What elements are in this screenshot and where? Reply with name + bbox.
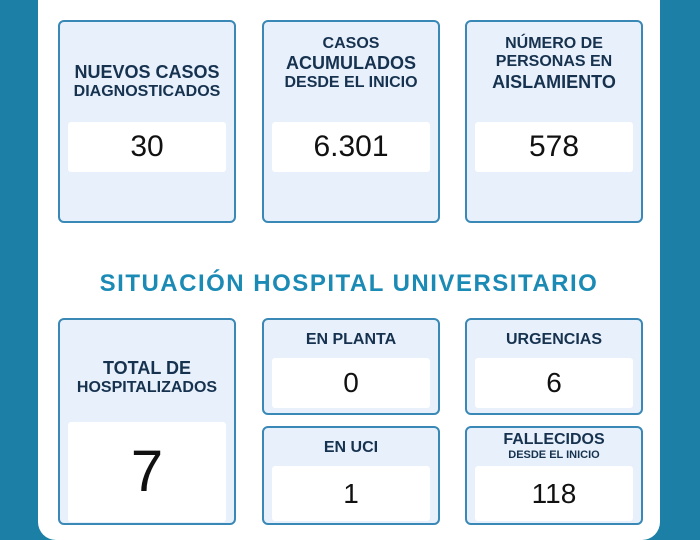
acumulados-line2: ACUMULADOS bbox=[286, 53, 416, 74]
aislamiento-line2: PERSONAS EN bbox=[495, 53, 613, 71]
casos-acumulados-value: 6.301 bbox=[272, 122, 430, 172]
total-label: TOTAL DE HOSPITALIZADOS bbox=[60, 358, 234, 397]
acumulados-line3: DESDE EL INICIO bbox=[284, 74, 418, 92]
urgencias-value: 6 bbox=[475, 358, 633, 408]
fallecidos-card: FALLECIDOS DESDE EL INICIO 118 bbox=[465, 426, 643, 525]
nuevos-casos-label: NUEVOS CASOS DIAGNOSTICADOS bbox=[60, 62, 234, 101]
acumulados-label: CASOS ACUMULADOS DESDE EL INICIO bbox=[264, 35, 438, 92]
total-hospitalizados-value: 7 bbox=[68, 422, 226, 522]
fallecidos-line1: FALLECIDOS bbox=[503, 431, 605, 448]
fallecidos-label: FALLECIDOS DESDE EL INICIO bbox=[467, 431, 641, 462]
en-uci-value: 1 bbox=[272, 466, 430, 521]
en-planta-label: EN PLANTA bbox=[305, 331, 397, 348]
urgencias-label: URGENCIAS bbox=[505, 331, 602, 348]
en-planta-card: EN PLANTA 0 bbox=[262, 318, 440, 415]
total-hospitalizados-card: TOTAL DE HOSPITALIZADOS 7 bbox=[58, 318, 236, 525]
urgencias-card: URGENCIAS 6 bbox=[465, 318, 643, 415]
total-line1: TOTAL DE bbox=[102, 358, 191, 378]
section-title: SITUACIÓN HOSPITAL UNIVERSITARIO bbox=[99, 270, 599, 297]
aislamiento-value: 578 bbox=[475, 122, 633, 172]
aislamiento-line3: AISLAMIENTO bbox=[492, 71, 616, 92]
aislamiento-label: NÚMERO DE PERSONAS EN AISLAMIENTO bbox=[467, 35, 641, 92]
en-uci-card: EN UCI 1 bbox=[262, 426, 440, 525]
nuevos-casos-value: 30 bbox=[68, 122, 226, 172]
en-planta-value: 0 bbox=[272, 358, 430, 408]
aislamiento-line1: NÚMERO DE bbox=[505, 35, 603, 52]
total-line2: HOSPITALIZADOS bbox=[76, 378, 218, 396]
nuevos-casos-card: NUEVOS CASOS DIAGNOSTICADOS 30 bbox=[58, 20, 236, 223]
aislamiento-card: NÚMERO DE PERSONAS EN AISLAMIENTO 578 bbox=[465, 20, 643, 223]
fallecidos-value: 118 bbox=[475, 466, 633, 521]
casos-acumulados-card: CASOS ACUMULADOS DESDE EL INICIO 6.301 bbox=[262, 20, 440, 223]
nuevos-line1: NUEVOS CASOS bbox=[74, 62, 220, 82]
fallecidos-line2: DESDE EL INICIO bbox=[508, 449, 600, 462]
acumulados-line1: CASOS bbox=[322, 35, 380, 52]
en-uci-label: EN UCI bbox=[323, 439, 379, 456]
nuevos-line2: DIAGNOSTICADOS bbox=[73, 82, 221, 100]
